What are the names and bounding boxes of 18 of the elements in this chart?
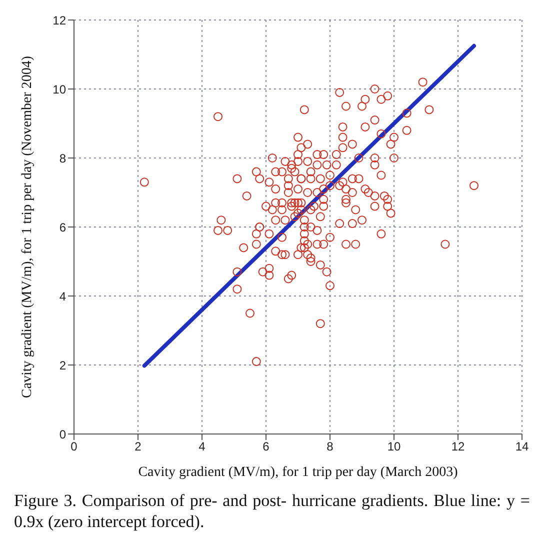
- x-tick-label: 6: [262, 440, 270, 454]
- x-tick-label: 0: [70, 440, 78, 454]
- y-tick-label: 10: [52, 82, 66, 96]
- x-tick-label: 10: [387, 440, 401, 454]
- y-tick-label: 6: [59, 220, 66, 234]
- caption: Figure 3. Comparison of pre- and post- hurricane gradients. Blue line: y = 0.9x (zero intercept forced).: [13, 490, 531, 533]
- x-tick-label: 12: [451, 440, 465, 454]
- y-tick-label: 8: [59, 151, 66, 166]
- y-tick-label: 12: [52, 13, 66, 28]
- x-tick-label: 2: [134, 440, 142, 454]
- x-tick-label: 8: [326, 440, 334, 454]
- y-tick-label: 2: [59, 358, 66, 372]
- x-tick-label: 14: [515, 440, 529, 454]
- y-tick-label: 0: [59, 427, 66, 442]
- y-axis-title: Cavity gradient (MV/m), for 1 trip per day (November 2004): [20, 56, 35, 398]
- x-tick-label: 4: [198, 440, 206, 454]
- y-tick-label: 4: [59, 289, 66, 304]
- x-axis-title: Cavity gradient (MV/m), for 1 trip per day (March 2003): [138, 465, 458, 480]
